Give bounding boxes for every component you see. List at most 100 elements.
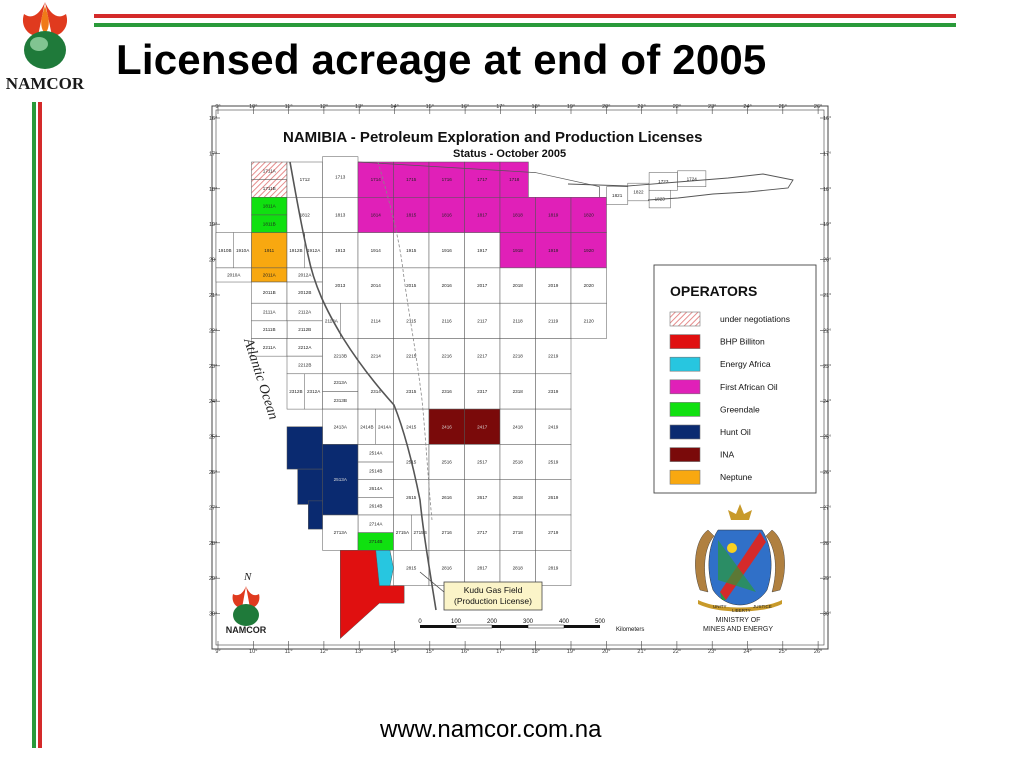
licence-block [322, 232, 359, 269]
licence-block-label: 1711A [263, 168, 277, 173]
longitude-label: 9° [215, 104, 220, 110]
map-namcor-logo-icon [232, 586, 260, 626]
legend-swatch [669, 379, 701, 395]
licence-block-label: 1912A [307, 248, 321, 253]
licence-block-label: 1714 [371, 177, 382, 182]
licence-block-huntoil [297, 468, 323, 505]
licence-block-label: 1914 [371, 248, 382, 253]
licence-block [464, 514, 501, 551]
longitude-label: 19° [567, 104, 575, 110]
licence-block-label: 2020 [584, 283, 595, 288]
licence-block-label: 2715A [396, 530, 410, 535]
longitude-label: 22° [673, 104, 681, 110]
coastline [289, 161, 437, 611]
longitude-label: 11° [285, 104, 293, 110]
licence-block-label: 2416 [442, 424, 453, 429]
licence-block-label: 2012B [298, 290, 311, 295]
licence-block [393, 479, 430, 516]
licence-block [286, 197, 323, 233]
licence-block-label: 2714B [369, 539, 382, 544]
motto-left: UNITY [713, 604, 727, 609]
licence-block [251, 232, 288, 269]
licence-block-label: 2213B [334, 354, 347, 359]
licence-block-label: 2514B [369, 468, 382, 473]
latitude-ticks-left: 16° 17° 18° 19° 20° 21° 22° 23° 24° 25° 26° 27° 28° 2… [209, 116, 220, 618]
ministry-line1: MINISTRY OF [716, 617, 761, 624]
legend-label: First African Oil [720, 382, 778, 392]
licence-block-label: 1812 [300, 212, 311, 217]
latitude-label: 21° [209, 293, 217, 299]
licence-block [428, 408, 465, 445]
licence-block-label: 2315 [406, 389, 417, 394]
longitude-label: 13° [355, 104, 363, 110]
licence-block-label: 1723 [658, 179, 669, 184]
legend-swatch [669, 447, 701, 462]
licence-block-label: 2516 [442, 460, 453, 465]
kudu-callout-pointer [419, 571, 445, 593]
licence-block-label: 2513A [334, 477, 348, 482]
longitude-label: 23° [708, 104, 716, 110]
licence-block-label: 2414A [378, 424, 392, 429]
licence-block-label: 2415 [406, 424, 417, 429]
licence-block-label: 2617 [477, 495, 488, 500]
licence-block-label: 1910B [218, 248, 231, 253]
licence-block [428, 232, 465, 269]
licence-block-label: 2816 [442, 565, 453, 570]
territorial-limit-line [377, 161, 433, 521]
namcor-flame-drop-icon [22, 2, 68, 69]
licence-block [428, 338, 465, 375]
latitude-label: 17° [209, 151, 217, 157]
longitude-label: 25° [779, 104, 787, 110]
licence-block-label: 2618 [513, 495, 524, 500]
longitude-label: 25° [779, 649, 787, 655]
licence-block-label: 2317 [477, 389, 488, 394]
licence-block [464, 373, 501, 410]
licence-block-label: 1717 [477, 177, 488, 182]
licence-block-label: 2114 [371, 318, 381, 323]
coat-of-arms-icon [695, 504, 785, 612]
longitude-label: 19° [567, 649, 575, 655]
licence-block [322, 267, 359, 304]
licence-block [464, 161, 501, 198]
licence-block-label: 1919 [548, 248, 559, 253]
licence-block [428, 514, 465, 551]
latitude-label: 16° [209, 116, 217, 122]
licence-block [570, 232, 607, 269]
licence-block-label: 1820 [584, 212, 595, 217]
latitude-label: 23° [823, 364, 831, 370]
longitude-label: 24° [743, 104, 751, 110]
licence-block-label: 1711B [263, 186, 276, 191]
licence-block [570, 267, 607, 304]
latitude-label: 18° [823, 187, 831, 193]
legend-label: Greendale [720, 404, 760, 414]
longitude-label: 10° [249, 104, 257, 110]
legend-title: OPERATORS [670, 283, 757, 299]
longitude-label: 13° [355, 649, 363, 655]
licence-block-label: 2312A [307, 389, 321, 394]
scale-label: 0 [418, 619, 422, 625]
licence-block-label: 1718 [509, 177, 520, 182]
latitude-label: 23° [209, 364, 217, 370]
licence-block-label: 1811B [263, 221, 276, 226]
footer-url[interactable]: www.namcor.com.na [380, 716, 602, 743]
latitude-label: 20° [209, 258, 217, 264]
licence-block-label: 1716 [442, 177, 453, 182]
licence-block-label: 1818 [513, 212, 524, 217]
licence-block-label: 1817 [477, 212, 488, 217]
longitude-label: 18° [532, 649, 540, 655]
licence-block [570, 302, 607, 339]
longitude-label: 9° [215, 649, 220, 655]
licence-block-label: 2216 [442, 354, 453, 359]
licence-block-label: 2212B [298, 362, 311, 367]
longitude-ticks-bottom: 9° 10° 11° 12° 13° 14° 15° 16° 17° 18° 19° 20° 21° 22… [215, 641, 822, 655]
latitude-label: 22° [209, 328, 217, 334]
licence-block-label: 2112B [298, 327, 311, 332]
licence-block [535, 408, 572, 445]
map-title: NAMIBIA - Petroleum Exploration and Prod… [283, 129, 703, 146]
licence-block-label: 2619 [548, 495, 559, 500]
scale-label: 200 [487, 619, 498, 625]
licence-block-label: 2014 [371, 283, 382, 288]
licence-block-label: 2417 [477, 424, 488, 429]
licence-block-label: 2118 [513, 318, 523, 323]
